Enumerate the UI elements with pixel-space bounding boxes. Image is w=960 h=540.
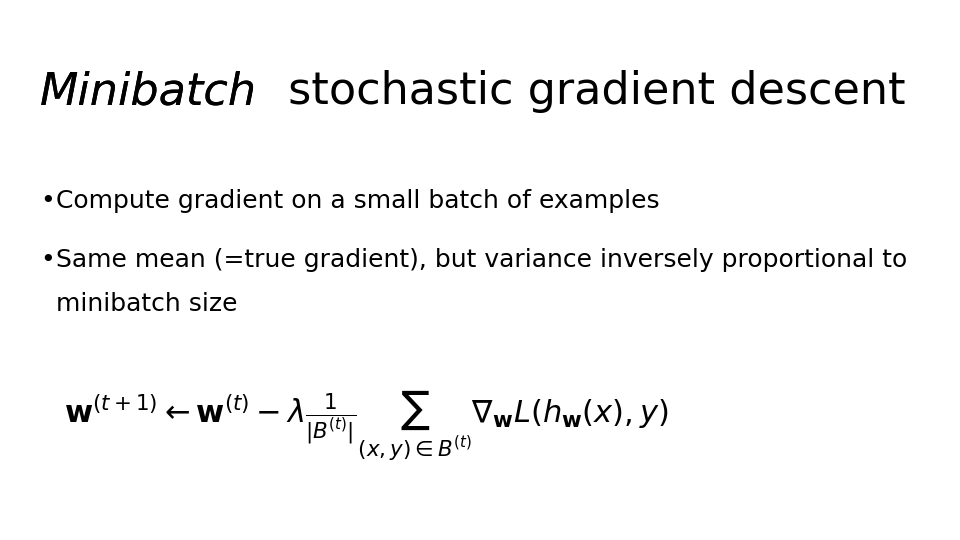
Text: $\mathbf{w}^{(t+1)} \leftarrow \mathbf{w}^{(t)} - \lambda \frac{1}{|B^{(t)}|} \s: $\mathbf{w}^{(t+1)} \leftarrow \mathbf{w…: [64, 389, 669, 463]
Text: Same mean (=true gradient), but variance inversely proportional to: Same mean (=true gradient), but variance…: [56, 248, 907, 272]
Text: •: •: [40, 248, 55, 272]
Text: stochastic gradient descent: stochastic gradient descent: [274, 70, 905, 113]
Text: Minibatch: Minibatch: [40, 70, 257, 113]
Text: Minibatch: Minibatch: [40, 70, 257, 113]
Text: Compute gradient on a small batch of examples: Compute gradient on a small batch of exa…: [56, 189, 660, 213]
Text: minibatch size: minibatch size: [56, 292, 237, 315]
Text: •: •: [40, 189, 55, 213]
